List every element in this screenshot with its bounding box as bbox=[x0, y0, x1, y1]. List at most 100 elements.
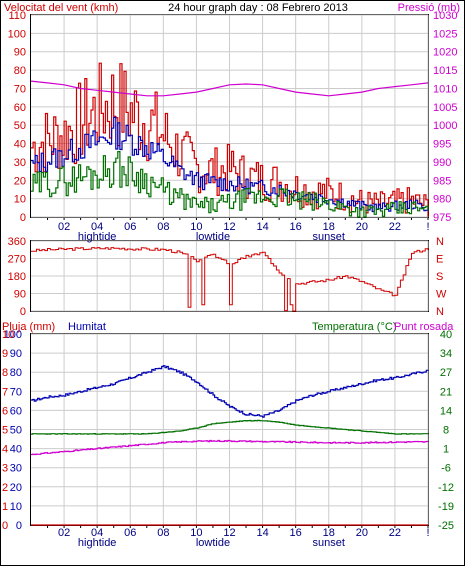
hour-tick-label-bottom: 14 bbox=[256, 527, 268, 539]
pressure-axis-title: Pressió (mb) bbox=[398, 2, 460, 14]
humidity-axis-title: Humitat bbox=[68, 321, 106, 333]
wind-average-series bbox=[31, 116, 429, 213]
hour-tick-label-top: 12 bbox=[223, 221, 235, 233]
hour-tick-label-bottom: 22 bbox=[389, 527, 401, 539]
wind-tick-label: 40 bbox=[14, 139, 26, 151]
pressure-tick-label: 990 bbox=[433, 157, 451, 169]
pressure-tick-label: 1025 bbox=[433, 28, 457, 40]
pressure-tick-label: 975 bbox=[433, 212, 451, 224]
rain-tick-label: 5 bbox=[2, 425, 8, 437]
pressure-series bbox=[30, 80, 429, 97]
temperature-tick-label: -19 bbox=[438, 501, 454, 513]
pressure-tick-label: 1015 bbox=[433, 65, 457, 77]
wind-tick-label: 10 bbox=[14, 194, 26, 206]
pressure-tick-label: 1020 bbox=[433, 47, 457, 59]
direction-tick-label: 90 bbox=[14, 289, 26, 301]
hour-tick-label-bottom: ! bbox=[426, 527, 429, 539]
rain-axis-title: Pluja (mm) bbox=[2, 321, 55, 333]
humidity-tick-label: 70 bbox=[10, 386, 22, 398]
hour-tick-label-top: 08 bbox=[157, 221, 169, 233]
temperature-axis-title: Temperatura (°C) bbox=[312, 321, 396, 333]
wind-low-series bbox=[31, 151, 429, 218]
rain-tick-label: 6 bbox=[2, 405, 8, 417]
hour-tick-label-bottom: 04 bbox=[91, 527, 103, 539]
humidity-tick-label: 50 bbox=[10, 425, 22, 437]
compass-tick-label: S bbox=[436, 271, 443, 283]
hour-tick-label-bottom: 20 bbox=[356, 527, 368, 539]
wind-tick-label: 70 bbox=[14, 83, 26, 95]
wind-tick-label: 80 bbox=[14, 65, 26, 77]
temperature-tick-label: 40 bbox=[440, 329, 452, 341]
wind-tick-label: 110 bbox=[8, 10, 26, 22]
temperature-tick-label: -6 bbox=[441, 463, 451, 475]
temperature-tick-label: 27 bbox=[440, 367, 452, 379]
direction-tick-label: 270 bbox=[8, 254, 26, 266]
humidity-tick-label: 90 bbox=[10, 348, 22, 360]
tide-annotation-bottom: sunset bbox=[313, 537, 345, 549]
tide-annotation-bottom: lowtide bbox=[196, 537, 230, 549]
wind-tick-label: 20 bbox=[14, 175, 26, 187]
series-layer bbox=[30, 62, 429, 526]
hour-tick-label-top: 06 bbox=[124, 221, 136, 233]
hour-tick-label-bottom: 12 bbox=[223, 527, 235, 539]
wind-tick-label: 90 bbox=[14, 47, 26, 59]
tide-annotation-top: sunset bbox=[313, 231, 345, 243]
temperature-tick-label: 8 bbox=[443, 425, 449, 437]
hour-tick-label-top: 14 bbox=[256, 221, 268, 233]
rain-tick-label: 9 bbox=[2, 348, 8, 360]
tide-annotation-top: lowtide bbox=[196, 231, 230, 243]
wind-tick-label: 0 bbox=[20, 212, 26, 224]
compass-tick-label: N bbox=[436, 306, 444, 318]
hour-tick-label-bottom: 06 bbox=[124, 527, 136, 539]
temperature-tick-label: 34 bbox=[440, 348, 452, 360]
hour-tick-label-bottom: 16 bbox=[290, 527, 302, 539]
temperature-tick-label: 14 bbox=[440, 405, 452, 417]
pressure-tick-label: 1005 bbox=[433, 102, 457, 114]
wind-tick-label: 50 bbox=[14, 120, 26, 132]
humidity-series bbox=[31, 365, 429, 418]
wind-axis-title: Velocitat del vent (kmh) bbox=[4, 2, 118, 14]
pressure-tick-label: 995 bbox=[433, 139, 451, 151]
chart-title: 24 hour graph day : 08 Febrero 2013 bbox=[168, 2, 348, 14]
direction-tick-label: 180 bbox=[8, 271, 26, 283]
wind-speed-series bbox=[31, 62, 429, 217]
humidity-tick-label: 20 bbox=[10, 482, 22, 494]
direction-tick-label: 0 bbox=[20, 306, 26, 318]
rain-tick-label: 7 bbox=[2, 386, 8, 398]
humidity-tick-label: 80 bbox=[10, 367, 22, 379]
humidity-tick-label: 100 bbox=[4, 329, 22, 341]
wind-tick-label: 60 bbox=[14, 102, 26, 114]
pressure-tick-label: 985 bbox=[433, 175, 451, 187]
compass-tick-label: E bbox=[436, 254, 443, 266]
dewpoint-axis-title: Punt rosada bbox=[394, 321, 454, 333]
humidity-tick-label: 10 bbox=[10, 501, 22, 513]
wind-direction-series bbox=[31, 247, 429, 312]
hour-tick-label-bottom: 08 bbox=[157, 527, 169, 539]
temperature-tick-label: 1 bbox=[443, 444, 449, 456]
pressure-tick-label: 1010 bbox=[433, 83, 457, 95]
tide-annotation-bottom: hightide bbox=[78, 537, 117, 549]
temperature-tick-label: 21 bbox=[440, 386, 452, 398]
wind-tick-label: 100 bbox=[8, 28, 26, 40]
pressure-tick-label: 980 bbox=[433, 194, 451, 206]
rain-tick-label: 8 bbox=[2, 367, 8, 379]
hour-tick-label-top: 10 bbox=[190, 221, 202, 233]
hour-tick-label-top: 22 bbox=[389, 221, 401, 233]
rain-tick-label: 2 bbox=[2, 482, 8, 494]
hour-tick-label-bottom: 02 bbox=[58, 527, 70, 539]
rain-tick-label: 1 bbox=[2, 501, 8, 513]
wind-tick-label: 30 bbox=[14, 157, 26, 169]
pressure-tick-label: 1030 bbox=[433, 10, 457, 22]
rain-tick-label: 10 bbox=[2, 329, 14, 341]
hour-tick-label-top: 20 bbox=[356, 221, 368, 233]
temperature-series bbox=[31, 419, 429, 435]
hour-tick-label-top: 02 bbox=[58, 221, 70, 233]
hour-tick-label-top: 18 bbox=[323, 221, 335, 233]
compass-tick-label: N bbox=[436, 236, 444, 248]
humidity-tick-label: 0 bbox=[16, 520, 22, 532]
rain-tick-label: 0 bbox=[2, 520, 8, 532]
compass-tick-label: W bbox=[436, 289, 447, 301]
humidity-tick-label: 30 bbox=[10, 463, 22, 475]
